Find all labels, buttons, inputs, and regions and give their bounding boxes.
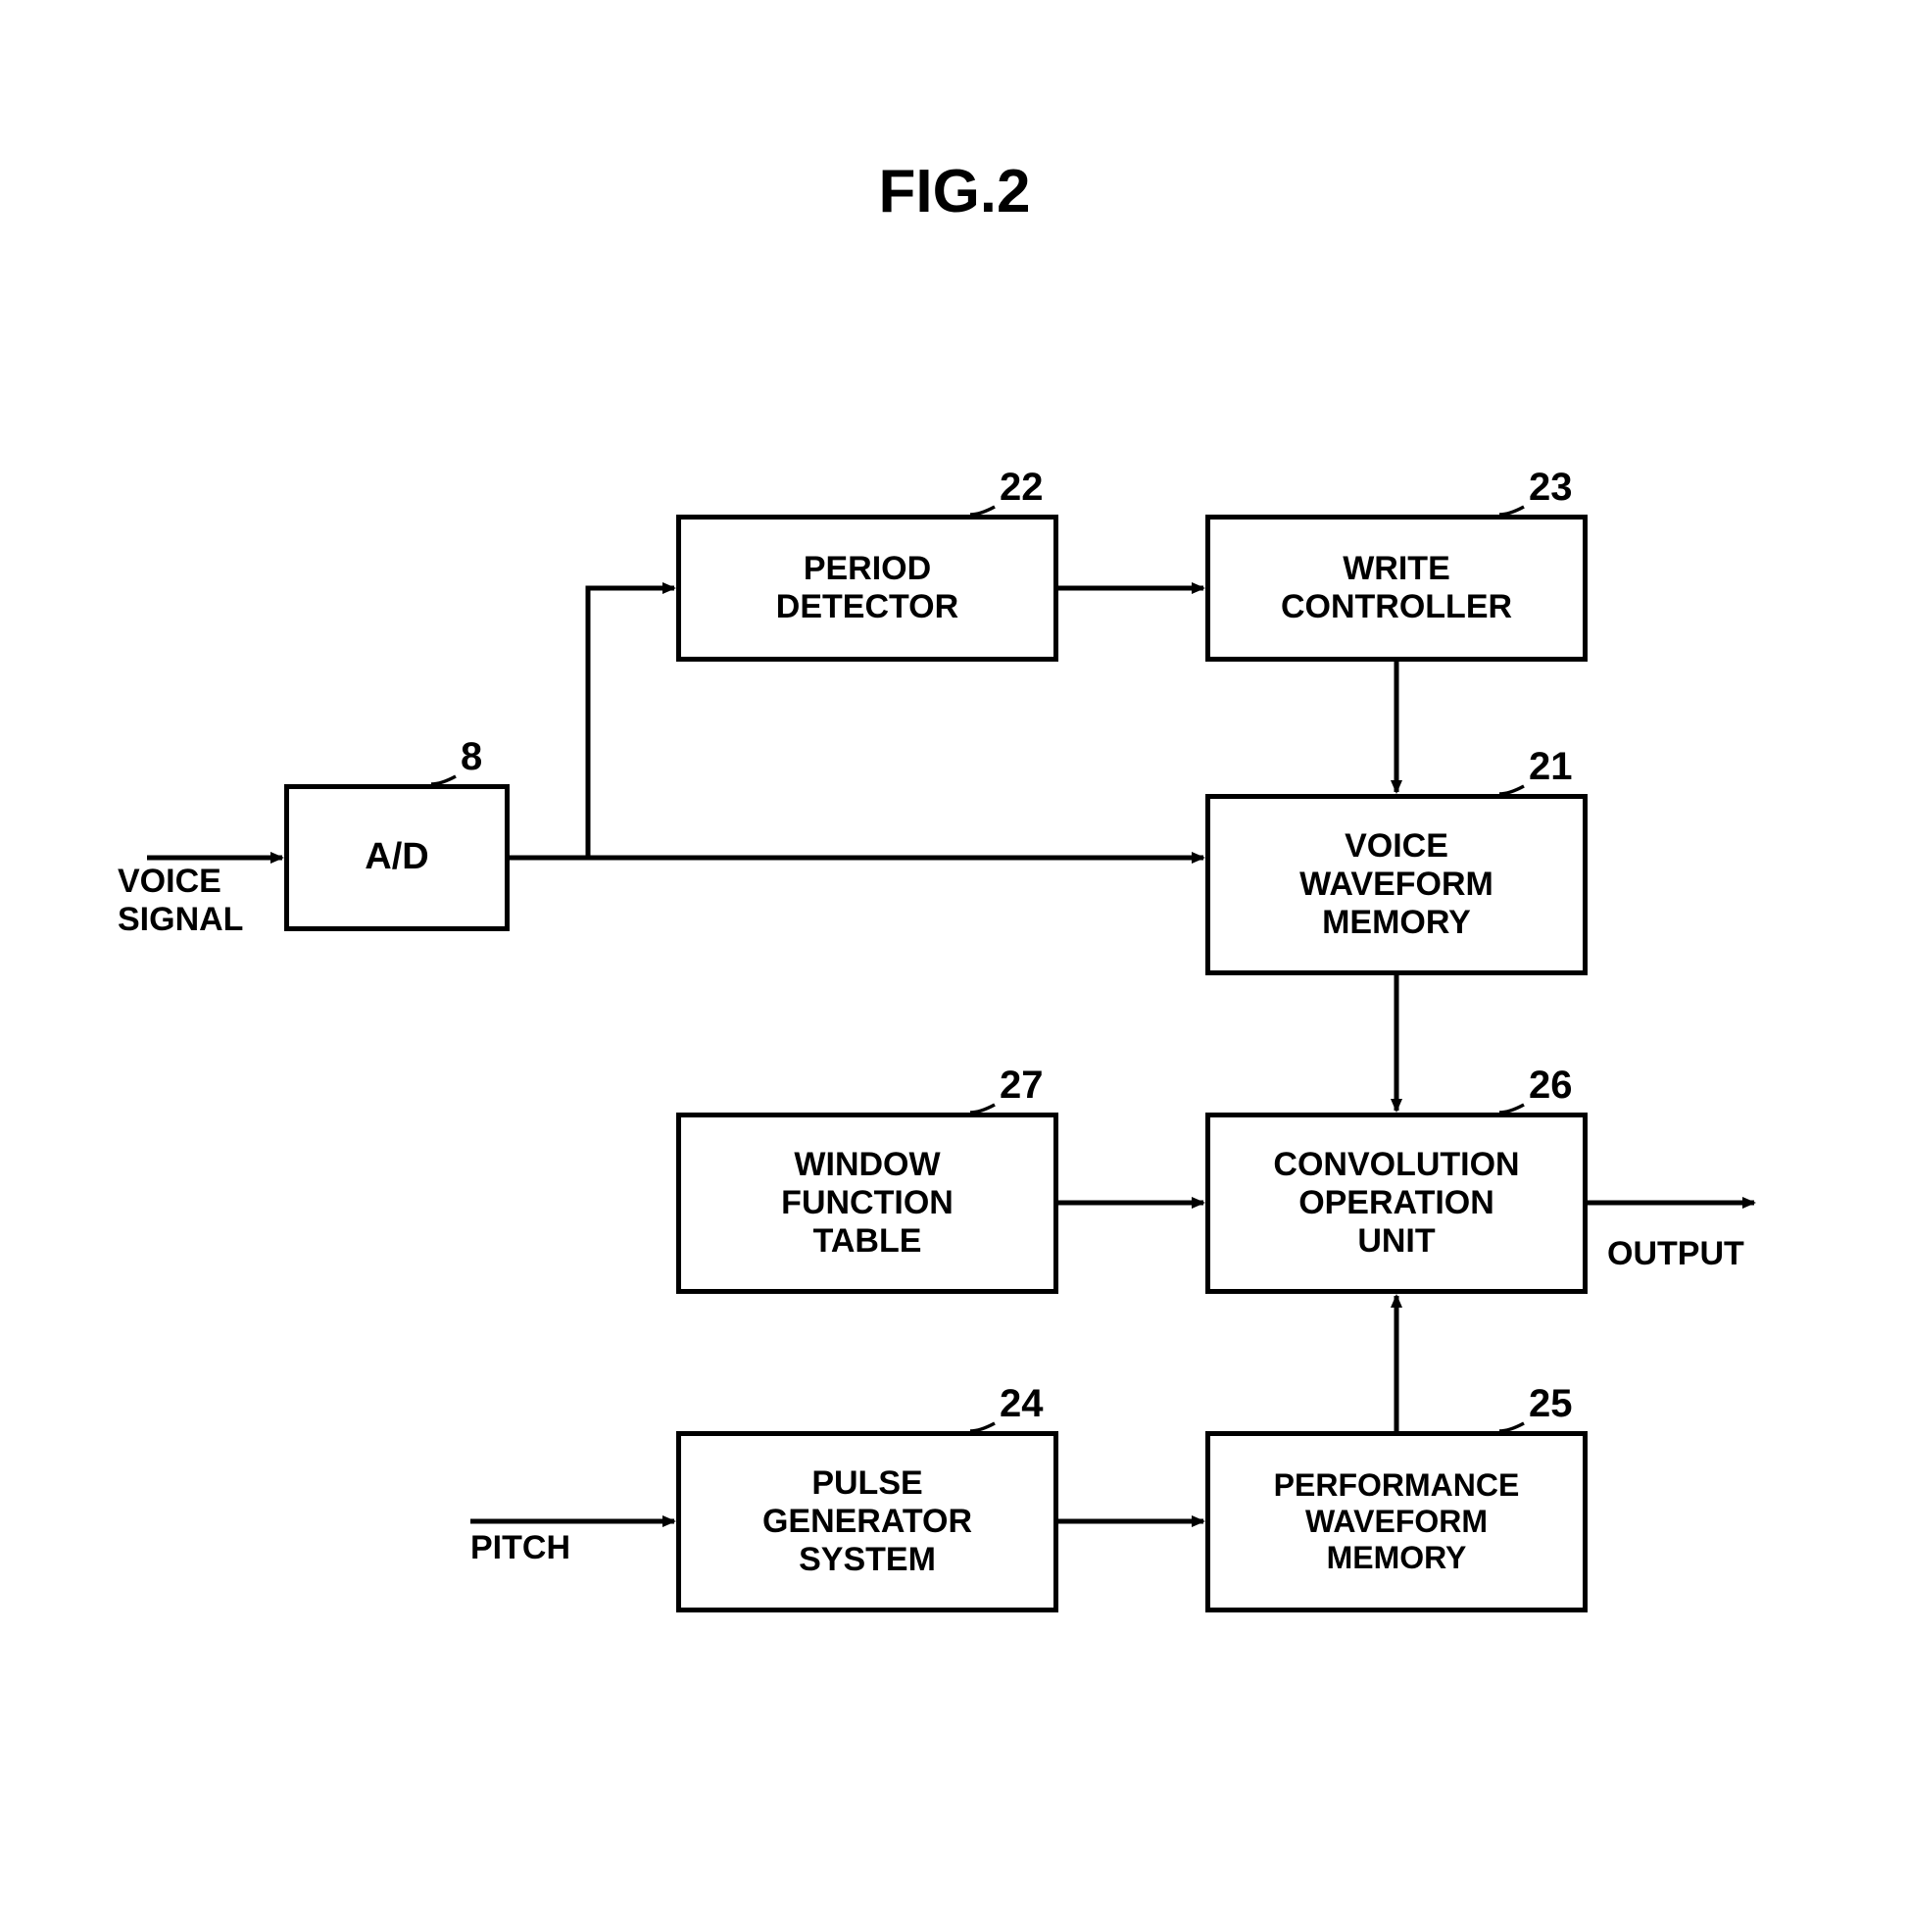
block-pd-text: PERIODDETECTOR — [776, 550, 958, 626]
block-wft-text: WINDOWFUNCTIONTABLE — [781, 1146, 954, 1261]
block-pgs: PULSEGENERATORSYSTEM — [676, 1431, 1058, 1612]
ref-ad: 8 — [461, 735, 482, 779]
block-wc-text: WRITECONTROLLER — [1281, 550, 1512, 626]
ref-wc: 23 — [1529, 466, 1573, 510]
ref-pgs: 24 — [1000, 1382, 1044, 1426]
ref-vwm: 21 — [1529, 745, 1573, 789]
block-cou: CONVOLUTIONOPERATIONUNIT — [1205, 1113, 1588, 1294]
block-pgs-text: PULSEGENERATORSYSTEM — [762, 1464, 972, 1579]
ref-pwm: 25 — [1529, 1382, 1573, 1426]
label-output: OUTPUT — [1607, 1235, 1744, 1273]
block-cou-text: CONVOLUTIONOPERATIONUNIT — [1273, 1146, 1519, 1261]
block-wc: WRITECONTROLLER — [1205, 515, 1588, 662]
ref-pd: 22 — [1000, 466, 1044, 510]
block-pwm: PERFORMANCEWAVEFORMMEMORY — [1205, 1431, 1588, 1612]
label-pitch: PITCH — [470, 1529, 570, 1567]
ref-wft: 27 — [1000, 1064, 1044, 1108]
block-vwm-text: VOICEWAVEFORMMEMORY — [1299, 827, 1493, 942]
label-voice-signal: VOICESIGNAL — [118, 863, 243, 939]
block-pwm-text: PERFORMANCEWAVEFORMMEMORY — [1274, 1467, 1520, 1575]
block-ad-text: A/D — [365, 836, 428, 879]
figure-title: FIG.2 — [759, 157, 1150, 226]
wires-svg — [0, 0, 1909, 1932]
block-vwm: VOICEWAVEFORMMEMORY — [1205, 794, 1588, 975]
block-ad: A/D — [284, 784, 510, 931]
ref-cou: 26 — [1529, 1064, 1573, 1108]
block-wft: WINDOWFUNCTIONTABLE — [676, 1113, 1058, 1294]
diagram-canvas: FIG.2 A/D PERIODDETECTOR WRITECONTROLLER… — [0, 0, 1909, 1932]
block-pd: PERIODDETECTOR — [676, 515, 1058, 662]
